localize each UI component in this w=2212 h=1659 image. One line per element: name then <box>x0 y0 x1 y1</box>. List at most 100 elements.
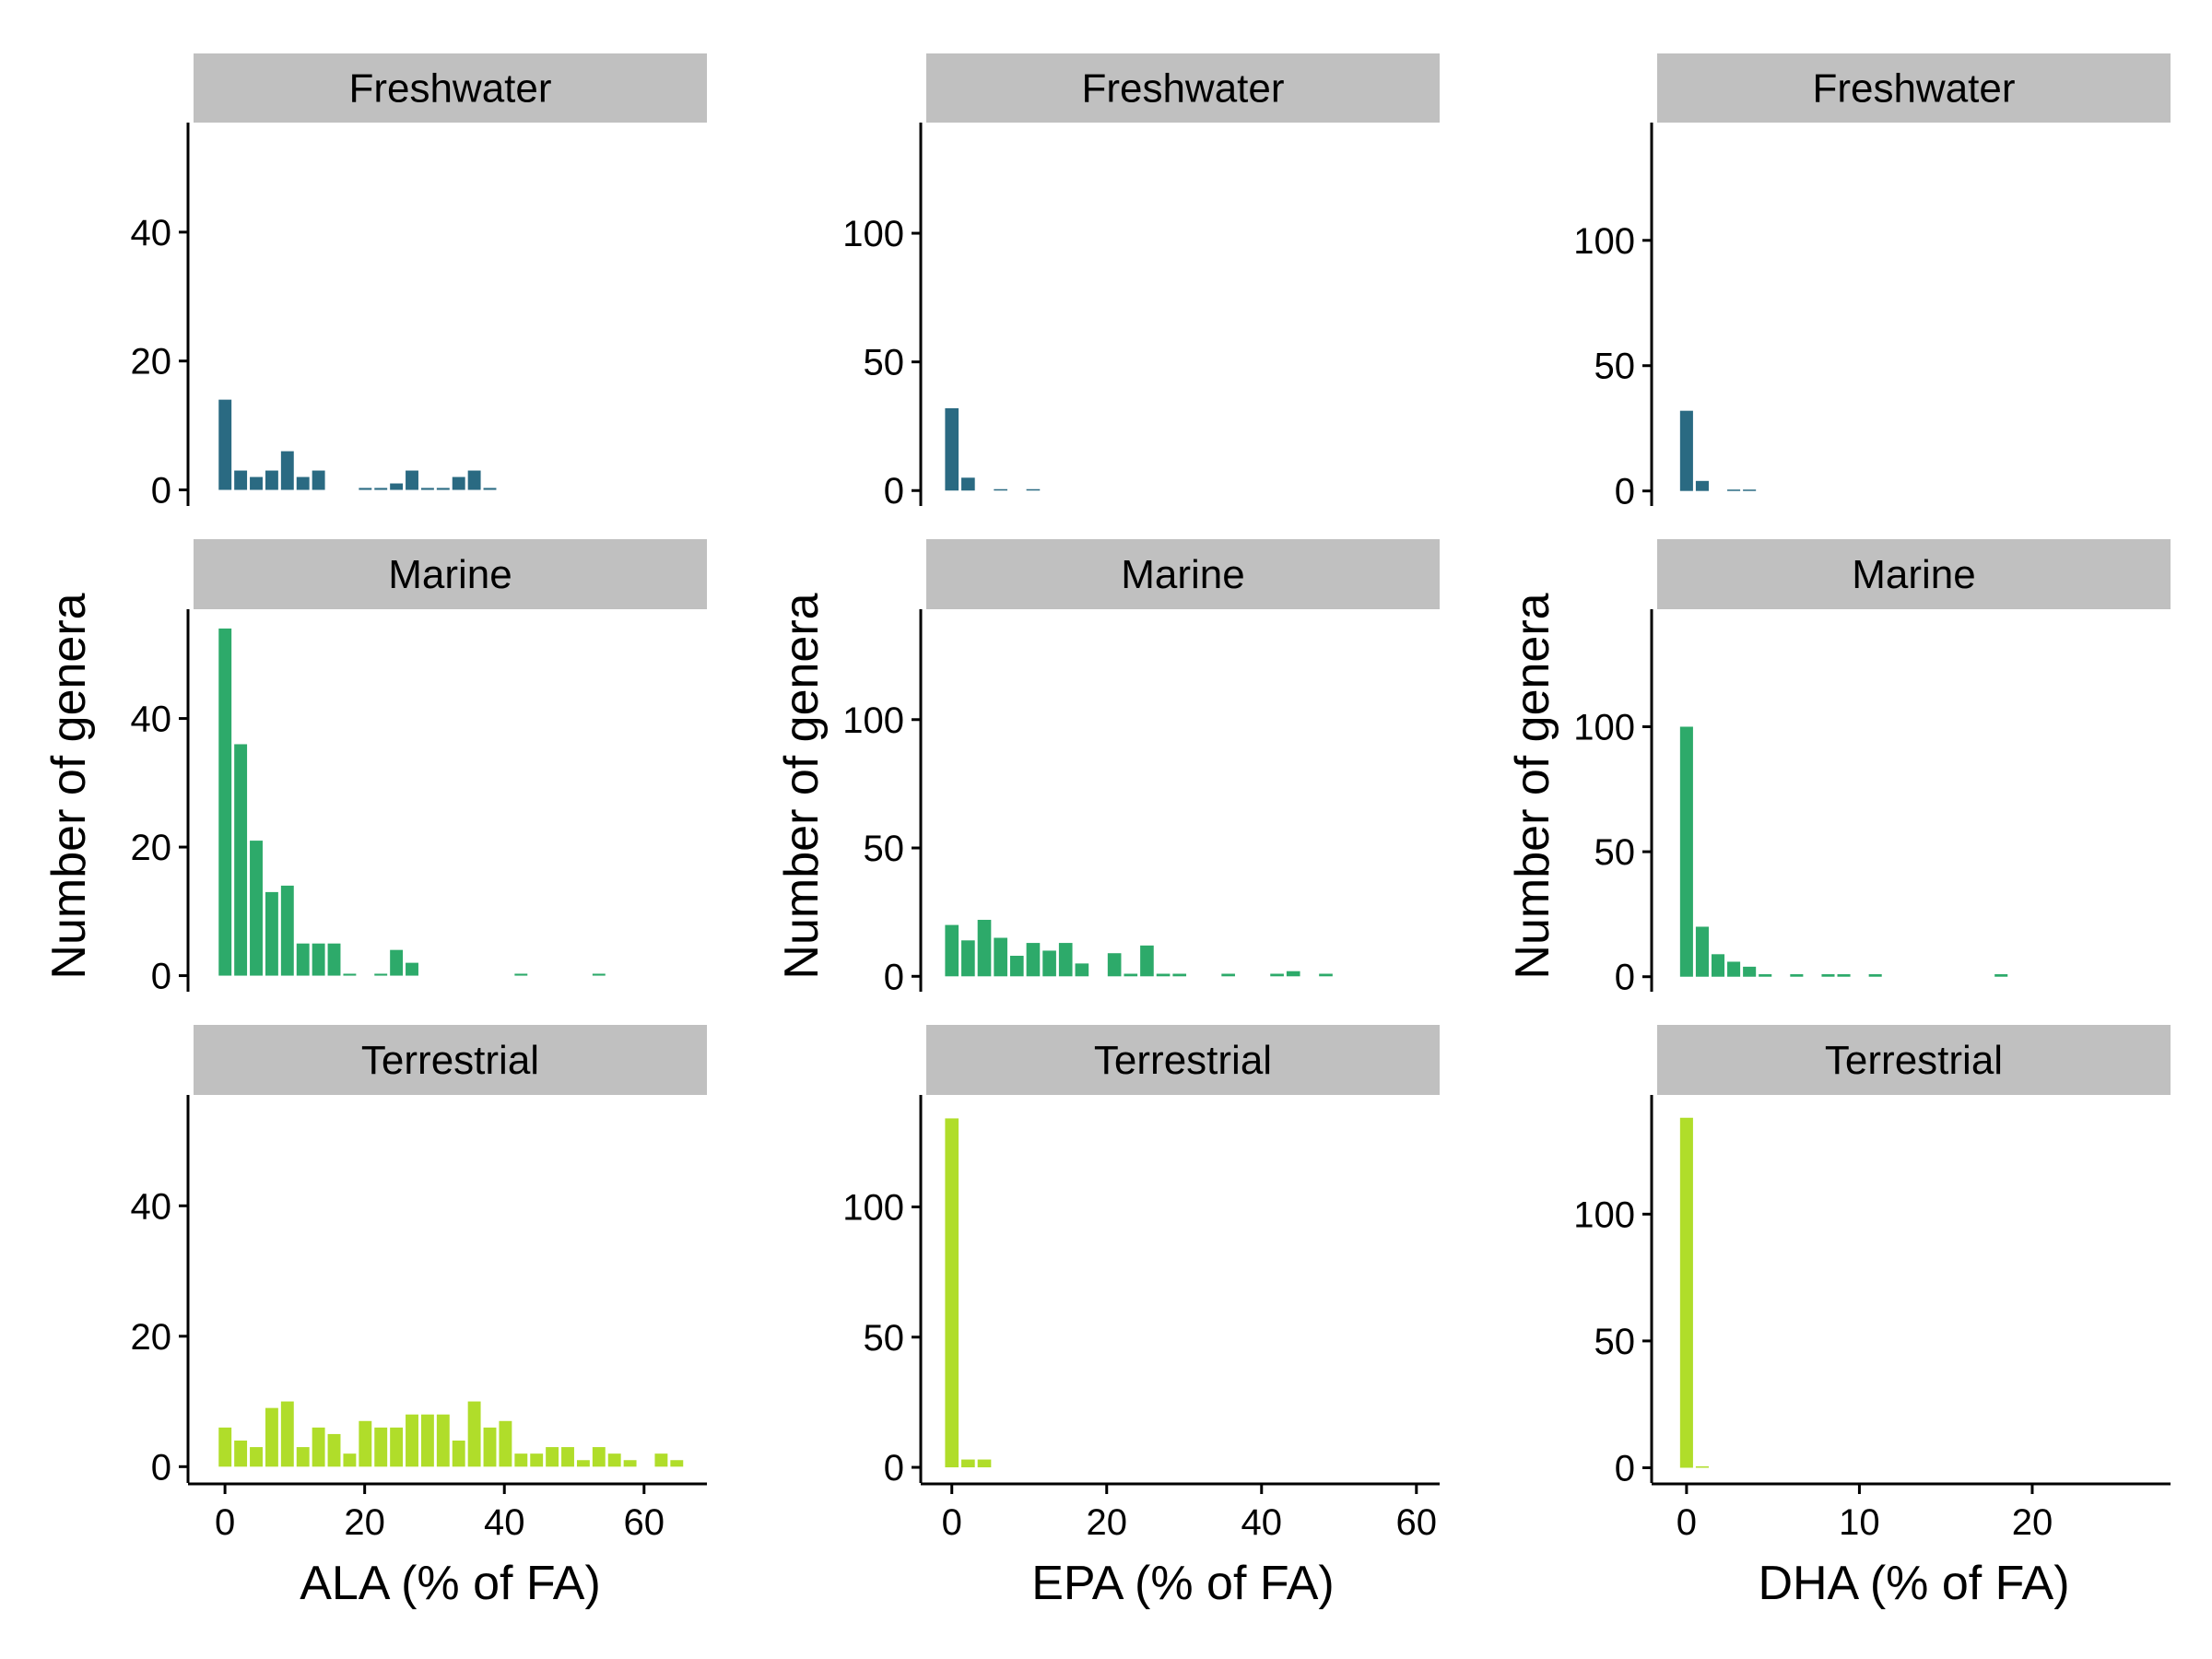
panel-2-freshwater: Freshwater 0 50 100 <box>842 53 1440 512</box>
y-axis-title: Number of genera <box>42 593 96 979</box>
histogram-bar <box>312 943 325 976</box>
panel-3-marine: Marine 0 50 100 <box>1573 539 2171 998</box>
histogram-bar <box>1156 973 1171 977</box>
x-tick-label: 20 <box>2012 1502 2053 1543</box>
histogram-bar <box>514 973 528 976</box>
histogram-bar <box>234 470 248 490</box>
histogram-bar <box>1790 974 1804 977</box>
histogram-bar <box>945 924 959 977</box>
histogram-bar <box>420 488 434 490</box>
histogram-bar <box>961 940 975 977</box>
x-tick-label: 60 <box>1396 1502 1438 1543</box>
facet-strip-label: Terrestrial <box>361 1038 539 1083</box>
histogram-bar <box>452 1441 465 1467</box>
histogram-bar <box>296 943 310 976</box>
histogram-bar <box>1009 956 1024 977</box>
histogram-bar <box>1759 974 1772 977</box>
panel-2-marine: Marine 0 50 100 <box>842 539 1440 997</box>
y-axis-title: Number of genera <box>1506 593 1559 979</box>
histogram-bar <box>483 1427 497 1467</box>
y-tick-label: 0 <box>884 1448 904 1488</box>
histogram-bar <box>1727 489 1741 491</box>
histogram-bar <box>607 1453 621 1467</box>
histogram-bar <box>1837 974 1851 977</box>
panel-1-freshwater: Freshwater 0 20 40 <box>131 53 707 512</box>
histogram-bar <box>961 477 975 491</box>
histogram-bar <box>265 891 278 976</box>
y-tick-label: 100 <box>1573 707 1635 747</box>
facet-strip <box>1657 1025 2171 1095</box>
histogram-bar <box>218 1427 232 1467</box>
histogram-bar <box>1679 410 1693 491</box>
histogram-bar <box>1727 961 1741 977</box>
histogram-bar <box>1743 966 1757 977</box>
histogram-bar <box>374 1427 388 1467</box>
y-tick-label: 0 <box>884 957 904 997</box>
histogram-bar <box>265 1407 278 1467</box>
histogram-bar <box>374 973 388 976</box>
facet-strip-label: Terrestrial <box>1825 1038 2003 1083</box>
histogram-bar <box>499 1420 512 1467</box>
histogram-bar <box>296 477 310 490</box>
histogram-bar <box>1994 974 2008 977</box>
facet-strip <box>1657 53 2171 123</box>
y-tick-label: 50 <box>864 343 905 383</box>
histogram-bar <box>994 488 1007 491</box>
histogram-bar <box>654 1453 668 1467</box>
histogram-bar <box>1695 480 1709 491</box>
histogram-bar <box>234 1441 248 1467</box>
histogram-bar <box>359 488 372 490</box>
histogram-bar <box>945 1118 959 1468</box>
histogram-bar <box>280 885 294 976</box>
histogram-bar <box>359 1420 372 1467</box>
facet-strip <box>194 53 707 123</box>
facet-strip-label: Marine <box>1121 552 1245 597</box>
facet-strip <box>194 539 707 609</box>
histogram-bar <box>265 470 278 490</box>
histogram-bar <box>420 1414 434 1467</box>
x-axis-title: ALA (% of FA) <box>300 1557 601 1610</box>
y-tick-label: 50 <box>1594 1322 1636 1362</box>
histogram-bar <box>327 943 341 976</box>
histogram-bar <box>467 470 481 490</box>
y-tick-label: 20 <box>131 342 172 382</box>
histogram-bar <box>1711 954 1725 977</box>
histogram-bar <box>374 488 388 490</box>
y-tick-label: 50 <box>1594 347 1636 387</box>
histogram-bar <box>1679 1117 1693 1468</box>
y-tick-label: 100 <box>842 700 904 741</box>
histogram-bar <box>994 937 1007 977</box>
histogram-bar <box>250 477 263 490</box>
y-tick-label: 20 <box>131 1317 172 1358</box>
y-tick-label: 50 <box>864 829 905 869</box>
histogram-bar <box>1270 973 1284 977</box>
histogram-bar <box>406 470 418 490</box>
histogram-bar <box>623 1460 637 1467</box>
histogram-bar <box>961 1459 975 1468</box>
histogram-bar <box>452 477 465 490</box>
histogram-bar <box>1107 953 1122 977</box>
histogram-bar <box>592 973 606 976</box>
y-axis-title: Number of genera <box>775 593 829 979</box>
histogram-bar <box>514 1453 528 1467</box>
histogram-bar <box>296 1447 310 1467</box>
histogram-bar <box>390 1427 404 1467</box>
y-tick-label: 40 <box>131 213 172 253</box>
x-tick-label: 0 <box>215 1502 235 1543</box>
x-tick-label: 40 <box>484 1502 525 1543</box>
histogram-bar <box>1743 489 1757 491</box>
histogram-bar <box>280 451 294 490</box>
y-tick-label: 0 <box>151 1447 171 1488</box>
y-tick-label: 40 <box>131 700 172 740</box>
facet-strip <box>926 53 1440 123</box>
histogram-bar <box>1868 974 1882 977</box>
histogram-bar <box>945 407 959 491</box>
y-tick-label: 20 <box>131 828 172 868</box>
y-tick-label: 100 <box>842 1187 904 1228</box>
y-tick-label: 100 <box>1573 221 1635 262</box>
facet-strip-label: Freshwater <box>1812 66 2015 112</box>
histogram-bar <box>343 1453 357 1467</box>
histogram-bar <box>546 1447 559 1467</box>
y-tick-label: 50 <box>1594 832 1636 873</box>
histogram-bar <box>483 488 497 490</box>
